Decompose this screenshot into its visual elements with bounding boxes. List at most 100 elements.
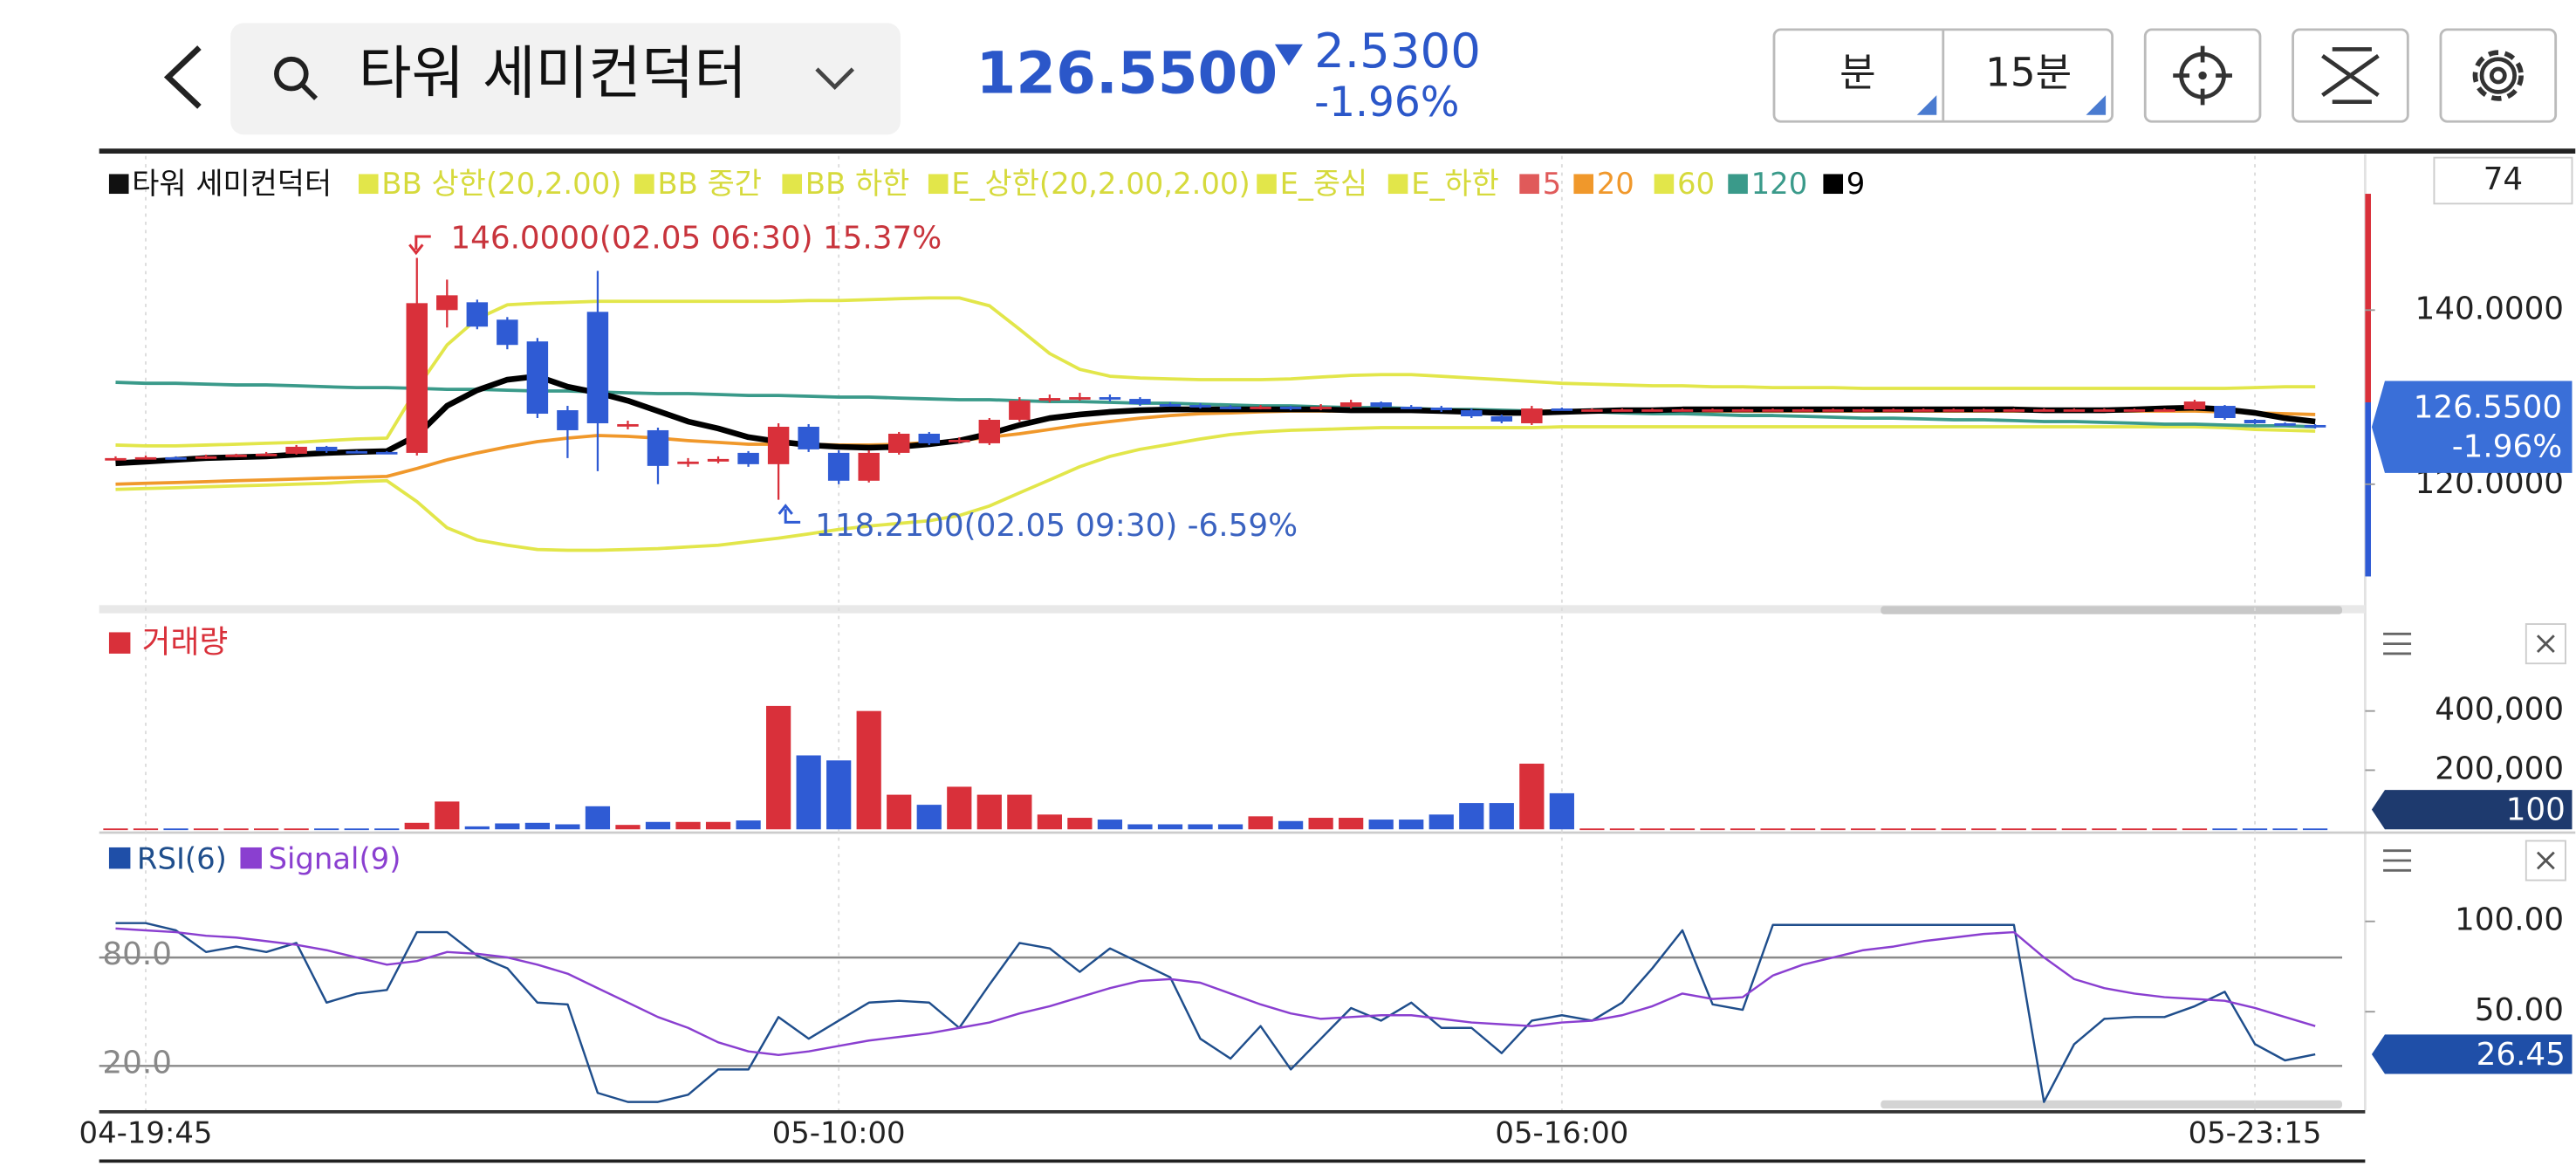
volume-bar — [254, 828, 279, 831]
count-box — [2433, 156, 2573, 205]
volume-bar — [344, 828, 369, 831]
volume-bar — [495, 823, 520, 830]
candle-body — [165, 456, 187, 460]
volume-bar — [1700, 828, 1725, 831]
candle-body — [1731, 409, 1754, 412]
volume-bar — [1339, 818, 1364, 830]
volume-bar — [284, 828, 309, 831]
search-box[interactable] — [230, 23, 901, 135]
settings-button[interactable] — [2439, 28, 2558, 123]
candle-body — [1038, 398, 1061, 401]
volume-bar — [1549, 792, 1574, 830]
candle-body — [497, 319, 518, 346]
candle-body — [918, 433, 940, 443]
legend-swatch — [1728, 174, 1748, 195]
volume-bar — [2152, 828, 2177, 831]
volume-bar — [2242, 828, 2268, 831]
candle-body — [798, 426, 819, 449]
candle-body — [466, 302, 489, 327]
legend-swatch — [782, 174, 803, 195]
legend-swatch — [928, 174, 949, 195]
legend-label: BB 하한 — [805, 167, 910, 201]
volume-bar — [916, 805, 942, 830]
volume-bar — [1248, 816, 1273, 830]
volume-bar — [1399, 820, 1424, 830]
candle-body — [285, 446, 307, 454]
interval-button[interactable]: 15분 — [1985, 50, 2072, 96]
indicator-line — [115, 425, 2316, 552]
candle-body — [1521, 408, 1543, 423]
volume-bar — [1157, 824, 1183, 830]
menu-icon[interactable] — [2383, 849, 2412, 872]
down-triangle — [1274, 44, 1303, 66]
volume-bar — [1881, 828, 1906, 831]
gear-center — [2489, 66, 2507, 85]
volume-bar — [736, 820, 761, 830]
dropdown-icon[interactable] — [815, 67, 855, 91]
stock-name: 타워 세미컨덕터 — [359, 40, 747, 107]
candle-body — [737, 452, 759, 464]
legend-swatch — [1573, 174, 1593, 195]
menu-icon[interactable] — [2383, 632, 2412, 655]
candle-body — [1129, 399, 1151, 405]
price-tag-value: 126.5500 — [2414, 390, 2563, 426]
volume-bar — [705, 821, 731, 830]
volume-bar — [464, 826, 490, 830]
volume-bar — [1278, 820, 1304, 830]
candle-body — [2003, 409, 2025, 412]
candle-body — [1069, 397, 1091, 400]
volume-bar — [2092, 828, 2117, 831]
unit-button[interactable]: 분 — [1840, 50, 1876, 96]
volume-bar — [1640, 828, 1665, 831]
candle-body — [1822, 409, 1844, 412]
high-marker — [408, 235, 431, 256]
candle-body — [1792, 409, 1814, 412]
legend-label: 60 — [1677, 167, 1715, 201]
current-price: 126.5500 — [976, 40, 1278, 107]
volume-bar — [1067, 818, 1093, 830]
volume-bar — [1941, 828, 1966, 831]
price-change: 2.5300 — [1314, 23, 1481, 79]
price-tag — [2371, 381, 2573, 473]
reference-label: 80.0 — [102, 936, 172, 972]
volume-bar — [374, 828, 400, 831]
candle-body — [2183, 401, 2206, 410]
candle-body — [376, 451, 398, 455]
candle-body — [315, 446, 338, 451]
candle-body — [677, 461, 699, 464]
candle-body — [1400, 407, 1422, 409]
candle-body — [1702, 409, 1723, 412]
candle-body — [1671, 409, 1694, 412]
volume-bar — [133, 828, 159, 831]
scrollbar[interactable] — [1881, 1100, 2343, 1109]
candle-body — [2274, 422, 2296, 426]
y-tick-label: 50.00 — [2475, 992, 2564, 1028]
x-tick-label: 04-19:45 — [79, 1116, 213, 1150]
back-button[interactable] — [163, 45, 202, 109]
y-tick-label: 100.00 — [2455, 902, 2564, 938]
candle-body — [346, 450, 367, 454]
legend-swatch — [108, 632, 131, 654]
volume-bar — [1790, 828, 1816, 831]
volume-bar — [976, 794, 1002, 830]
volume-bar — [1127, 824, 1153, 830]
volume-bar — [1097, 820, 1123, 830]
candle-body — [647, 429, 669, 466]
volume-bar — [103, 828, 128, 831]
candle-body — [406, 303, 428, 453]
volume-bar — [1579, 828, 1605, 831]
volume-bar — [1760, 828, 1785, 831]
candle-body — [2063, 409, 2086, 412]
scrollbar[interactable] — [1881, 606, 2343, 614]
candle-body — [2154, 409, 2175, 412]
candle-body — [1551, 408, 1573, 411]
legend-label: E_상한(20,2.00,2.00) — [951, 167, 1250, 201]
candle-body — [557, 410, 579, 430]
close-icon — [2536, 851, 2555, 870]
volume-bar — [2121, 828, 2148, 831]
low-annotation: 118.2100(02.05 09:30) -6.59% — [815, 508, 1298, 544]
candle-body — [1461, 410, 1483, 417]
legend-label: BB 중간 — [657, 167, 762, 201]
